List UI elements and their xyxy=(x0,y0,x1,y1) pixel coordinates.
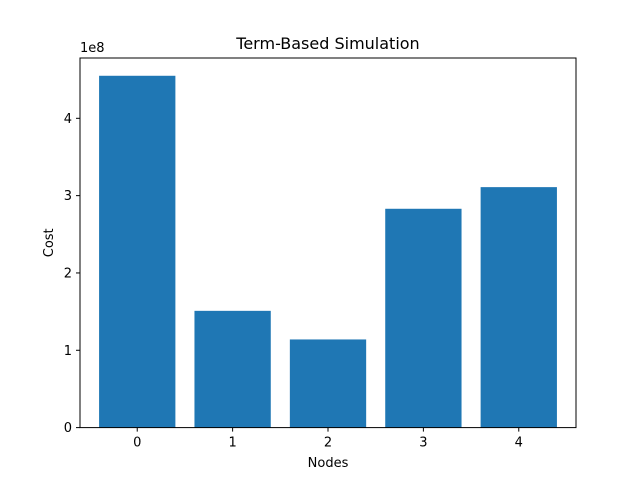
y-ticks-layer: 0 1 2 3 4 xyxy=(64,112,80,436)
x-tick-label: 0 xyxy=(133,436,141,451)
y-tick-label: 0 xyxy=(64,421,72,436)
chart-title: Term-Based Simulation xyxy=(235,34,419,53)
y-axis-offset-label: 1e8 xyxy=(80,41,105,56)
bars-layer xyxy=(99,75,557,428)
bar-node-4 xyxy=(480,187,557,428)
plot-area-frame xyxy=(79,57,577,429)
x-tick-label: 4 xyxy=(515,436,523,451)
x-tick-label: 3 xyxy=(419,436,427,451)
y-axis-label: Cost xyxy=(42,228,57,257)
bar-node-2 xyxy=(289,339,367,428)
y-tick-label: 3 xyxy=(64,189,72,204)
x-tick-label: 1 xyxy=(228,436,236,451)
y-tick-label: 1 xyxy=(64,344,72,359)
y-tick-label: 2 xyxy=(64,266,72,281)
x-axis-label: Nodes xyxy=(308,456,349,471)
x-ticks-layer: 0 1 2 3 4 xyxy=(133,427,523,451)
bar-node-1 xyxy=(194,310,271,428)
bar-node-0 xyxy=(99,75,176,428)
x-tick-label: 2 xyxy=(324,436,332,451)
bar-node-3 xyxy=(385,208,462,428)
y-tick-label: 4 xyxy=(64,112,72,127)
